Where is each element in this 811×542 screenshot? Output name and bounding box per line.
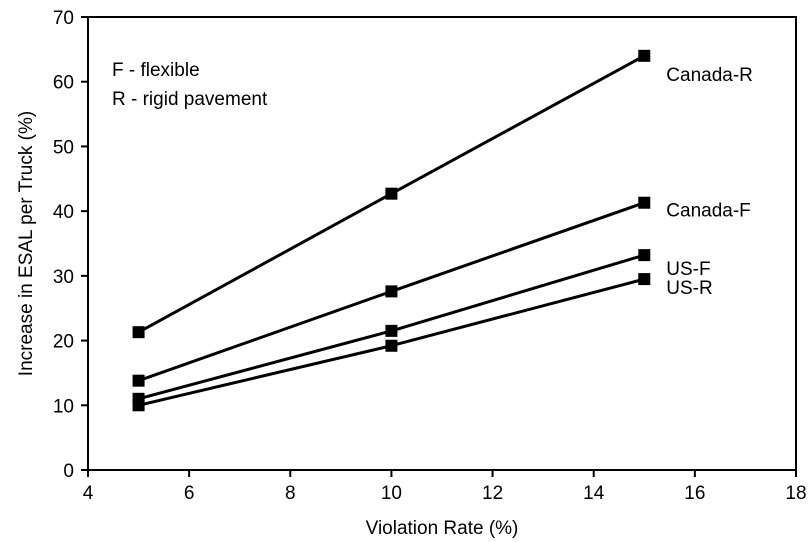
data-point-canada-f	[132, 374, 145, 387]
series-canada-f: Canada-F	[132, 196, 751, 387]
data-point-canada-r	[385, 187, 398, 200]
annotation-flexible: F - flexible	[112, 60, 200, 81]
data-point-canada-f	[638, 196, 651, 209]
plot-frame	[87, 16, 797, 471]
y-tick-label: 30	[53, 267, 74, 288]
x-tick-label: 16	[684, 483, 705, 504]
x-tick-label: 18	[785, 483, 806, 504]
y-tick-label: 70	[53, 8, 74, 29]
x-tick-label: 14	[583, 483, 605, 504]
x-tick-label: 4	[83, 483, 94, 504]
plot-frame-group	[87, 16, 797, 471]
series-label-us-r: US-R	[666, 278, 712, 299]
y-tick-label: 0	[63, 461, 74, 482]
data-point-canada-f	[385, 285, 398, 298]
x-tick-label: 12	[482, 483, 503, 504]
y-tick-label: 60	[53, 73, 74, 94]
series-us-f: US-F	[132, 249, 711, 405]
series-us-r: US-R	[132, 273, 713, 412]
data-point-us-f	[385, 324, 398, 337]
x-tick-label: 8	[285, 483, 296, 504]
annotation-rigid-pavement: R - rigid pavement	[112, 89, 268, 110]
y-axis-title: Increase in ESAL per Truck (%)	[16, 111, 37, 376]
series-group: Canada-R Canada-F US-FUS-R	[132, 49, 753, 412]
x-axis-ticks: 4 6 8 10 12 14 16 18	[83, 470, 807, 504]
series-canada-r: Canada-R	[132, 49, 753, 339]
series-label-us-f: US-F	[666, 259, 710, 280]
x-tick-label: 10	[381, 483, 402, 504]
y-tick-label: 40	[53, 202, 74, 223]
y-tick-label: 10	[53, 396, 74, 417]
y-tick-label: 20	[53, 332, 74, 353]
data-point-us-r	[638, 273, 651, 286]
x-axis-title: Violation Rate (%)	[366, 518, 519, 539]
data-point-us-r	[132, 399, 145, 412]
data-point-canada-r	[132, 326, 145, 339]
y-tick-label: 50	[53, 137, 74, 158]
x-tick-label: 6	[184, 483, 195, 504]
series-label-canada-f: Canada-F	[666, 201, 751, 222]
y-axis-ticks: 0 10 20 30 40 50 60 70	[53, 8, 88, 482]
series-label-canada-r: Canada-R	[666, 65, 753, 86]
data-point-us-r	[385, 339, 398, 352]
data-point-canada-r	[638, 49, 651, 62]
annotation-group: F - flexible R - rigid pavement	[112, 60, 268, 110]
data-point-us-f	[638, 249, 651, 262]
